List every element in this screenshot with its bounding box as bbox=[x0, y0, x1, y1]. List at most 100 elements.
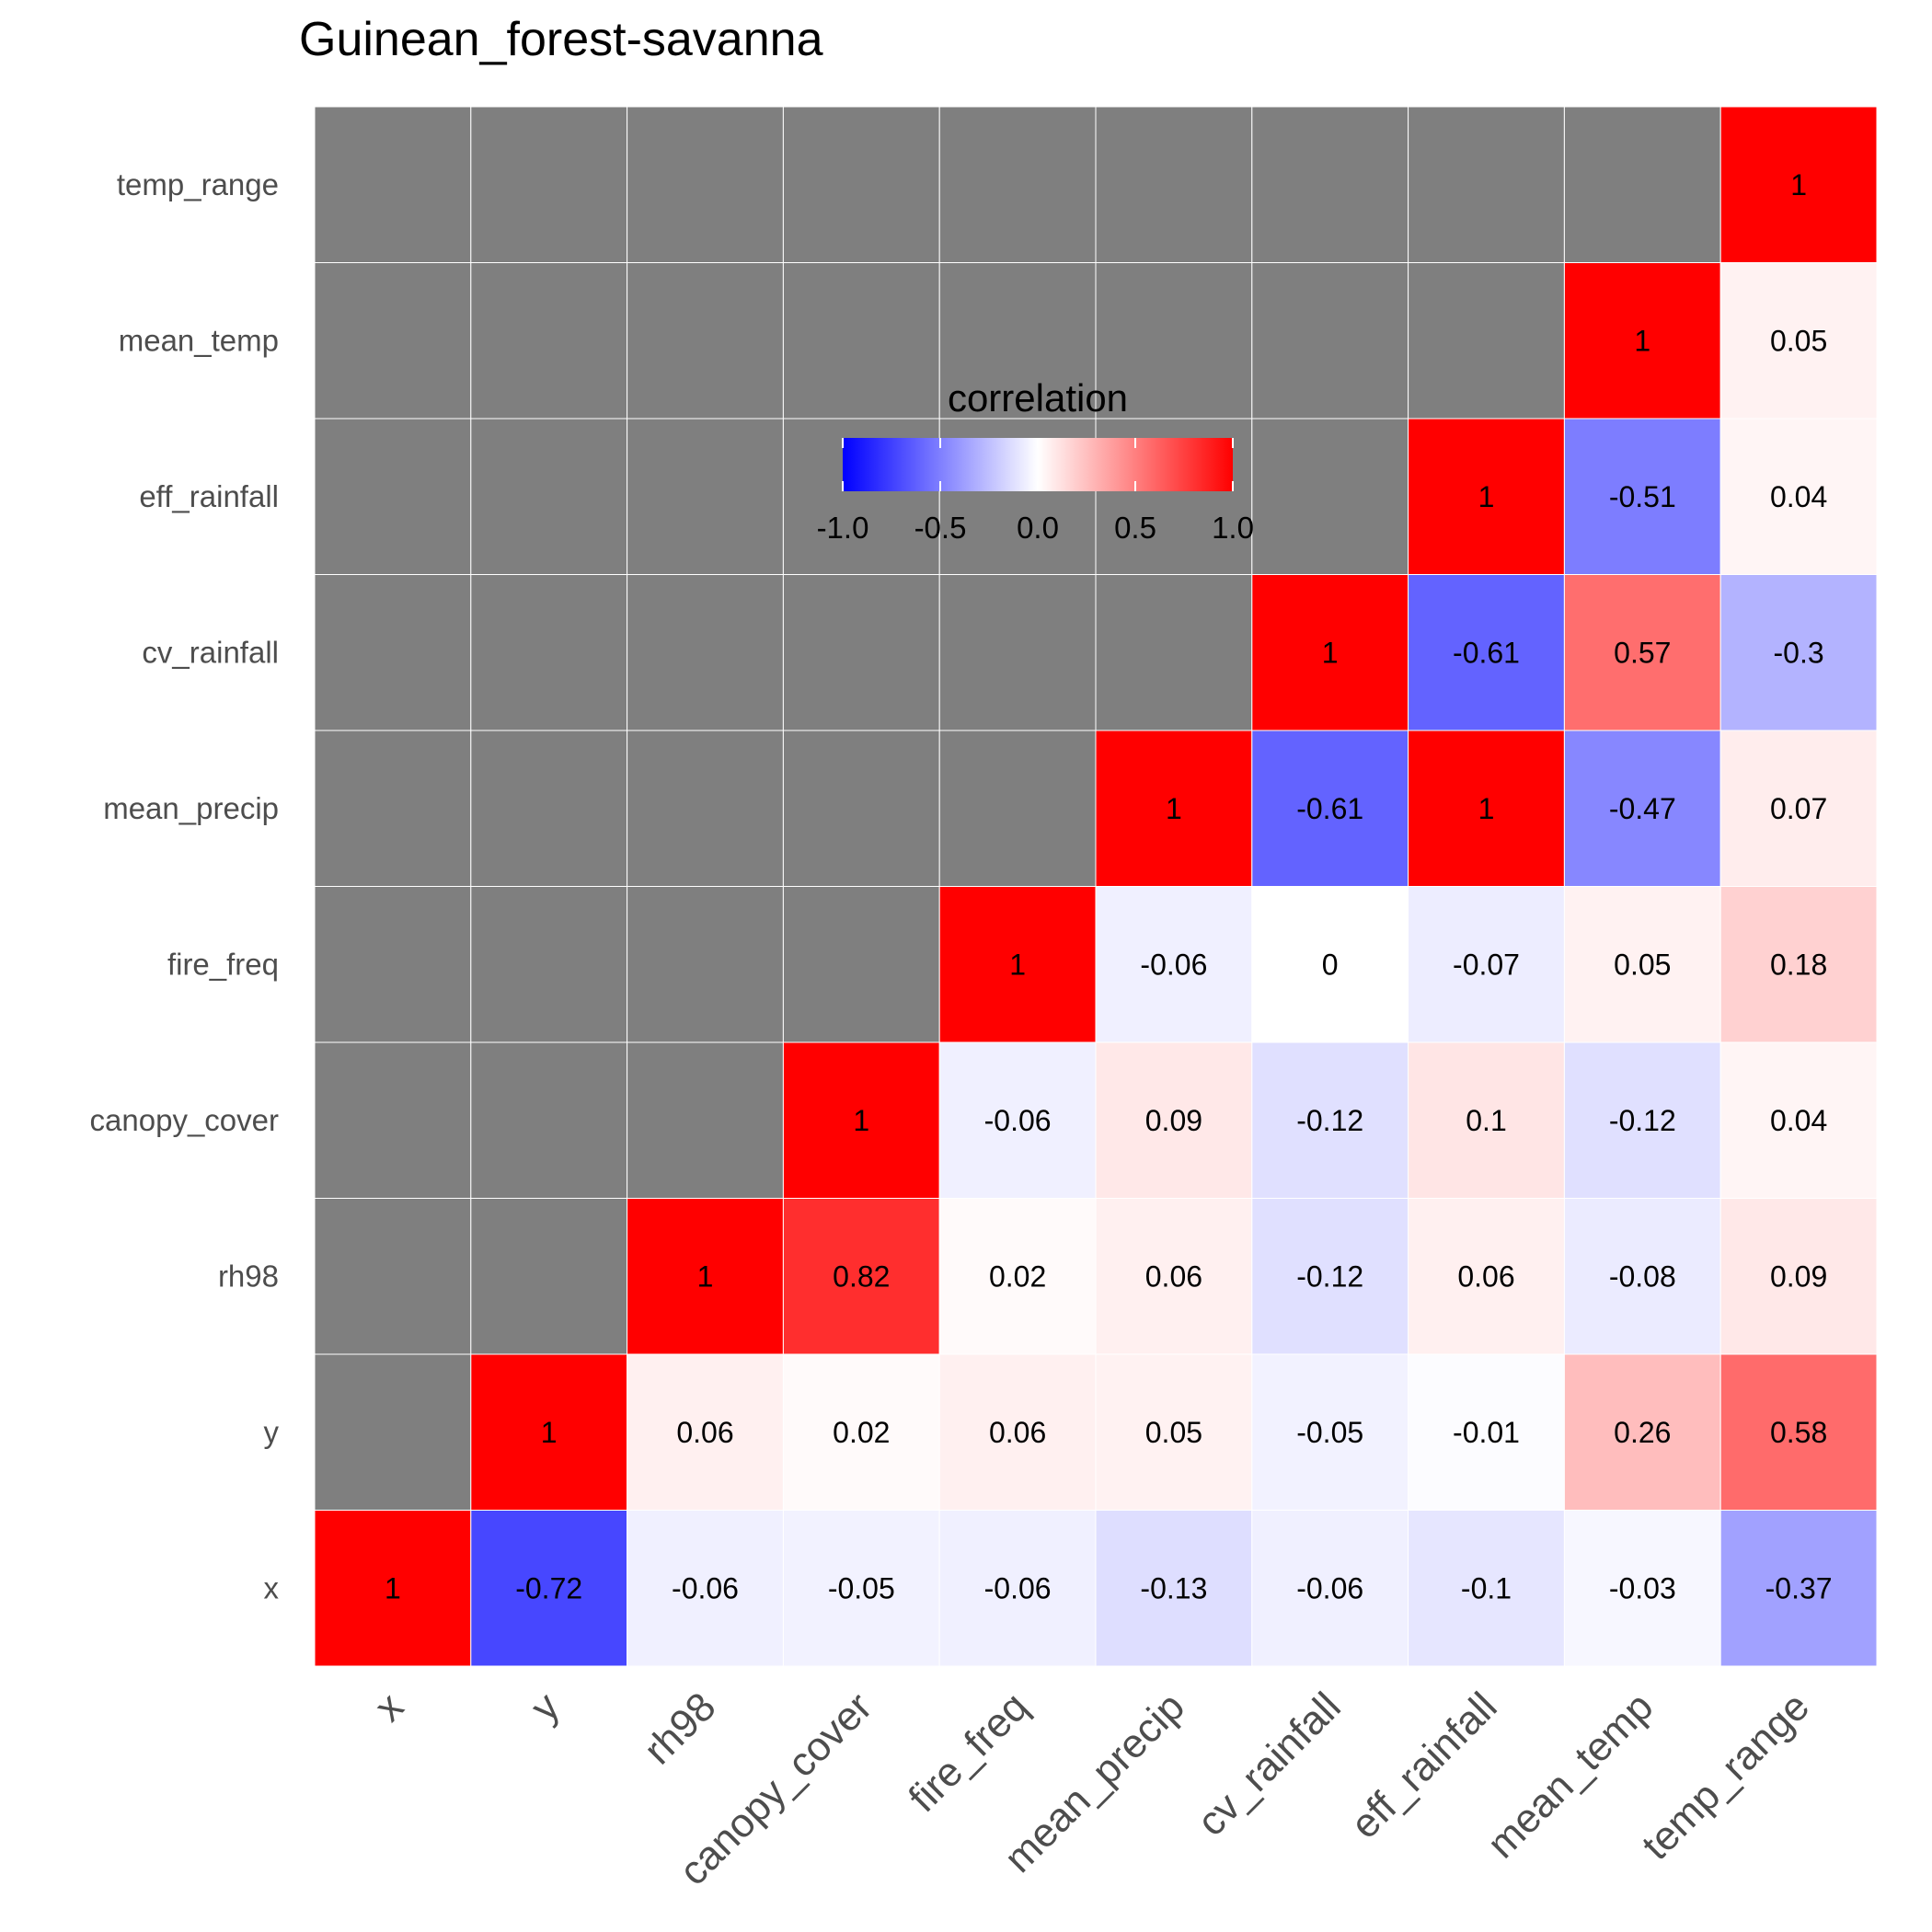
cell-value-label: -0.07 bbox=[1453, 948, 1520, 981]
cell-value-label: 1 bbox=[541, 1416, 558, 1449]
legend-tick-label: -1.0 bbox=[817, 511, 869, 545]
cell-value-label: 0.05 bbox=[1770, 324, 1827, 357]
cell-value-label: 0.58 bbox=[1770, 1416, 1827, 1449]
legend-tick-label: 1.0 bbox=[1212, 511, 1254, 545]
cell-value-label: -0.06 bbox=[984, 1104, 1052, 1137]
heatmap-cell bbox=[1408, 1198, 1565, 1355]
cell-value-label: 0.05 bbox=[1145, 1416, 1202, 1449]
heatmap-cell bbox=[1719, 1198, 1878, 1355]
heatmap-cell bbox=[1095, 1353, 1253, 1511]
cell-value-label: 1 bbox=[1166, 792, 1182, 825]
cell-value-label: -0.72 bbox=[515, 1571, 582, 1604]
heatmap-cell bbox=[938, 1510, 1097, 1667]
cell-value-label: 0.09 bbox=[1770, 1259, 1827, 1293]
heatmap-cell bbox=[470, 1510, 628, 1667]
heatmap-cell bbox=[470, 418, 628, 575]
heatmap-cell bbox=[1251, 1041, 1409, 1199]
heatmap-cell bbox=[1251, 1353, 1409, 1511]
cell-value-label: 0.82 bbox=[833, 1259, 890, 1293]
heatmap-cell bbox=[470, 886, 628, 1043]
x-axis-label: temp_range bbox=[1633, 1684, 1818, 1869]
legend-title: correlation bbox=[948, 376, 1128, 420]
legend: correlation -1.0 -0.5 0.0 0.5 1.0 bbox=[817, 376, 1254, 545]
heatmap-cell bbox=[1408, 418, 1565, 575]
y-axis-label: mean_precip bbox=[103, 791, 279, 825]
heatmap-cell bbox=[1719, 1353, 1878, 1511]
x-axis-label: cv_rainfall bbox=[1189, 1684, 1350, 1845]
y-axis-label: cv_rainfall bbox=[142, 635, 279, 669]
cell-value-label: 0.09 bbox=[1145, 1104, 1202, 1137]
cell-value-label: -0.03 bbox=[1609, 1571, 1676, 1604]
heatmap-cell bbox=[938, 106, 1097, 263]
cell-value-label: 1 bbox=[1478, 480, 1495, 513]
cell-value-label: 1 bbox=[385, 1571, 401, 1604]
cell-value-label: 0.06 bbox=[1457, 1259, 1514, 1293]
heatmap-cells: 1 -0.72 -0.06 -0.05 -0.06 -0.13 -0.06 -0.1 -0.03… bbox=[314, 106, 1878, 1667]
heatmap-cell bbox=[314, 1353, 472, 1511]
heatmap-cell bbox=[782, 1198, 940, 1355]
heatmap-cell bbox=[627, 730, 784, 887]
heatmap-cell bbox=[1563, 106, 1721, 263]
legend-tick-label: 0.5 bbox=[1114, 511, 1156, 545]
cell-value-label: 0.04 bbox=[1770, 1104, 1827, 1137]
legend-tick-label: 0.0 bbox=[1017, 511, 1059, 545]
heatmap-cell bbox=[1719, 730, 1878, 887]
heatmap-cell bbox=[1719, 574, 1878, 731]
cell-value-label: -0.06 bbox=[1296, 1571, 1363, 1604]
heatmap-cell bbox=[1719, 418, 1878, 575]
heatmap-cell bbox=[1408, 886, 1565, 1043]
heatmap-cell bbox=[1563, 574, 1721, 731]
heatmap-cell bbox=[1408, 730, 1565, 887]
cell-value-label: -0.51 bbox=[1609, 480, 1676, 513]
heatmap-cell bbox=[1251, 886, 1409, 1043]
heatmap-cell bbox=[938, 574, 1097, 731]
heatmap-cell bbox=[1095, 1198, 1253, 1355]
heatmap-cell bbox=[782, 1510, 940, 1667]
heatmap-cell bbox=[1251, 262, 1409, 420]
heatmap-cell bbox=[1563, 886, 1721, 1043]
heatmap-cell bbox=[470, 1041, 628, 1199]
heatmap-cell bbox=[1251, 730, 1409, 887]
cell-value-label: -0.1 bbox=[1461, 1571, 1512, 1604]
heatmap-cell bbox=[1719, 262, 1878, 420]
cell-value-label: -0.61 bbox=[1453, 636, 1520, 669]
cell-value-label: 0.57 bbox=[1614, 636, 1671, 669]
heatmap-cell bbox=[627, 574, 784, 731]
heatmap-cell bbox=[782, 574, 940, 731]
cell-value-label: 0 bbox=[1322, 948, 1339, 981]
cell-value-label: 0.07 bbox=[1770, 792, 1827, 825]
x-axis-label: x bbox=[366, 1684, 412, 1730]
heatmap-cell bbox=[314, 574, 472, 731]
heatmap-cell bbox=[627, 1198, 784, 1355]
heatmap-cell bbox=[1408, 574, 1565, 731]
legend-tick-label: -0.5 bbox=[914, 511, 967, 545]
y-axis-label: x bbox=[264, 1570, 280, 1604]
heatmap-cell bbox=[470, 1198, 628, 1355]
cell-value-label: 1 bbox=[1478, 792, 1495, 825]
x-axis-label: eff_rainfall bbox=[1342, 1684, 1506, 1847]
heatmap-cell bbox=[314, 730, 472, 887]
heatmap-cell bbox=[1251, 1510, 1409, 1667]
cell-value-label: -0.12 bbox=[1296, 1104, 1363, 1137]
cell-value-label: 0.1 bbox=[1466, 1104, 1506, 1137]
cell-value-label: -0.06 bbox=[984, 1571, 1052, 1604]
y-axis-label: temp_range bbox=[117, 167, 279, 201]
heatmap-cell bbox=[314, 1198, 472, 1355]
heatmap-cell bbox=[1095, 106, 1253, 263]
cell-value-label: 0.02 bbox=[989, 1259, 1046, 1293]
heatmap-cell bbox=[1408, 1353, 1565, 1511]
heatmap-cell bbox=[627, 886, 784, 1043]
x-axis-label: fire_freq bbox=[900, 1684, 1037, 1821]
cell-value-label: -0.3 bbox=[1774, 636, 1824, 669]
heatmap-cell bbox=[1251, 418, 1409, 575]
cell-value-label: -0.47 bbox=[1609, 792, 1676, 825]
y-axis-label: fire_freq bbox=[167, 947, 279, 981]
heatmap-cell bbox=[627, 1041, 784, 1199]
cell-value-label: 0.06 bbox=[1145, 1259, 1202, 1293]
cell-value-label: 1 bbox=[697, 1259, 714, 1293]
cell-value-label: -0.37 bbox=[1765, 1571, 1833, 1604]
heatmap-cell bbox=[314, 1041, 472, 1199]
cell-value-label: -0.08 bbox=[1609, 1259, 1676, 1293]
heatmap-cell bbox=[1095, 730, 1253, 887]
